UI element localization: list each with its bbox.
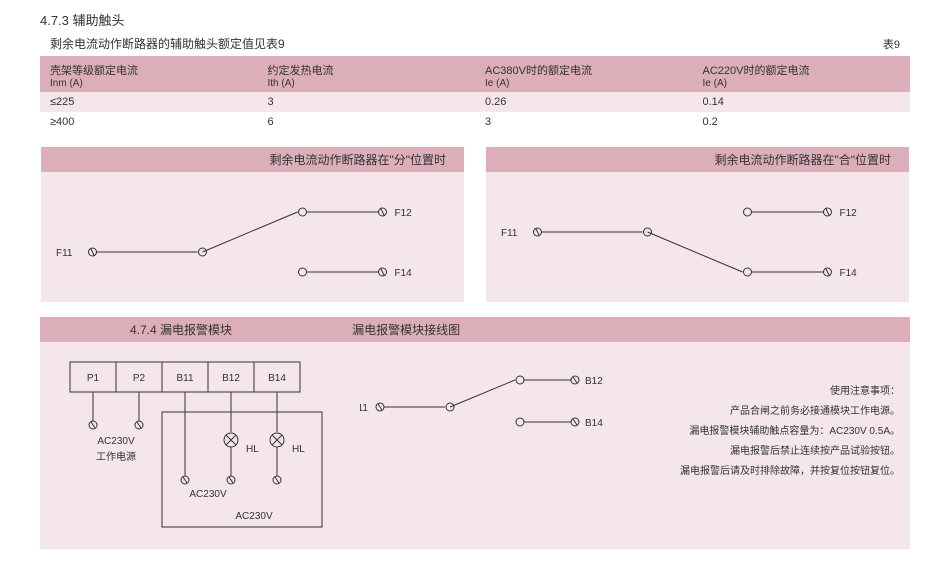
diagram-open-title: 剩余电流动作断路器在"分"位置时: [41, 147, 464, 172]
lbl-f12-open: F12: [395, 208, 413, 219]
lbl-f11-open: F11: [56, 248, 73, 259]
svg-text:B12: B12: [222, 373, 240, 384]
table-caption: 剩余电流动作断路器的辅助触头额定值见表9: [50, 35, 285, 52]
table-label: 表9: [883, 36, 900, 52]
note-line: 漏电报警模块辅助触点容量为：AC230V 0.5A。: [630, 422, 900, 442]
table-header: 约定发热电流Ith (A): [258, 56, 476, 92]
svg-text:AC230V: AC230V: [235, 511, 273, 522]
note-line: 漏电报警后禁止连续按产品试验按钮。: [630, 442, 900, 462]
alarm-module-box: 4.7.4 漏电报警模块 漏电报警模块接线图 P1 P2 B11 B12: [40, 317, 910, 549]
svg-text:B11: B11: [360, 403, 368, 414]
section-title: 辅助触头: [73, 13, 125, 28]
svg-text:P2: P2: [133, 373, 146, 384]
lbl-f12-close: F12: [840, 208, 858, 219]
diagram-close-title: 剩余电流动作断路器在"合"位置时: [486, 147, 909, 172]
table-header: AC220V时的额定电流Ie (A): [693, 56, 911, 92]
table-header: 壳架等级额定电流Inm (A): [40, 56, 258, 92]
alarm-notes: 使用注意事项： 产品合闸之前务必接通模块工作电源。 漏电报警模块辅助触点容量为：…: [630, 352, 900, 535]
svg-text:工作电源: 工作电源: [96, 450, 136, 463]
alarm-contact-svg: B11 B12 B14: [360, 352, 620, 472]
table-cell: 0.2: [693, 112, 911, 132]
diagram-close-box: 剩余电流动作断路器在"合"位置时 F11 F12: [485, 146, 910, 303]
svg-text:B14: B14: [585, 418, 603, 429]
svg-text:B11: B11: [176, 373, 193, 384]
svg-text:P1: P1: [87, 373, 100, 384]
note-line: 使用注意事项：: [630, 382, 900, 402]
lbl-f14-close: F14: [840, 268, 858, 279]
svg-text:HL: HL: [246, 444, 259, 455]
table-header: AC380V时的额定电流Ie (A): [475, 56, 693, 92]
alarm-wiring-title: 漏电报警模块接线图: [352, 321, 460, 338]
lbl-f11-close: F11: [501, 228, 518, 239]
section-heading: 4.7.3 辅助触头: [40, 10, 910, 29]
table-cell: 0.26: [475, 92, 693, 112]
svg-text:HL: HL: [292, 444, 305, 455]
alarm-wiring-svg: P1 P2 B11 B12 B14 AC230V 工作电源: [50, 352, 350, 532]
note-line: 产品合闸之前务必接通模块工作电源。: [630, 402, 900, 422]
note-line: 漏电报警后请及时排除故障，并按复位按钮复位。: [630, 462, 900, 482]
table-cell: 3: [475, 112, 693, 132]
lbl-f14-open: F14: [395, 268, 413, 279]
diagram-open-box: 剩余电流动作断路器在"分"位置时 F11 F12: [40, 146, 465, 303]
table-cell: ≤225: [40, 92, 258, 112]
svg-text:AC230V: AC230V: [189, 489, 227, 500]
alarm-section: 4.7.4 漏电报警模块: [130, 321, 232, 338]
diagram-open-svg: F11 F12 F14: [41, 172, 464, 302]
table-cell: 0.14: [693, 92, 911, 112]
table-cell: ≥400: [40, 112, 258, 132]
table-row: ≤22530.260.14: [40, 92, 910, 112]
table-cell: 6: [258, 112, 476, 132]
diagram-close-svg: F11 F12 F14: [486, 172, 909, 302]
svg-text:B12: B12: [585, 376, 603, 387]
ratings-table: 壳架等级额定电流Inm (A)约定发热电流Ith (A)AC380V时的额定电流…: [40, 56, 910, 132]
table-row: ≥400630.2: [40, 112, 910, 132]
table-cell: 3: [258, 92, 476, 112]
svg-text:AC230V: AC230V: [97, 436, 135, 447]
section-number: 4.7.3: [40, 13, 69, 28]
svg-text:B14: B14: [268, 373, 286, 384]
